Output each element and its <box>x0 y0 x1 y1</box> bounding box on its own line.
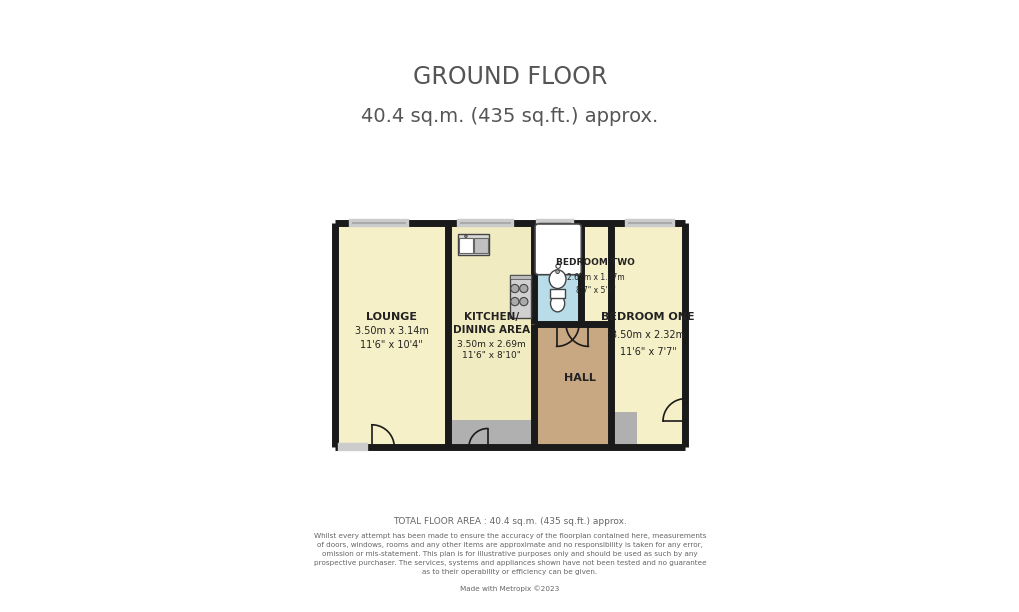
Text: DINING AREA: DINING AREA <box>452 324 530 335</box>
Circle shape <box>511 285 519 293</box>
Bar <box>510 275 530 318</box>
Text: LOUNGE: LOUNGE <box>366 312 417 321</box>
Bar <box>449 225 532 444</box>
Circle shape <box>465 235 467 237</box>
Circle shape <box>555 264 559 269</box>
Bar <box>449 420 532 444</box>
Text: 3.50m x 2.32m: 3.50m x 2.32m <box>610 330 685 340</box>
Text: GROUND FLOOR: GROUND FLOOR <box>413 64 606 89</box>
Ellipse shape <box>548 270 566 288</box>
Circle shape <box>520 297 528 306</box>
FancyBboxPatch shape <box>535 224 581 275</box>
Bar <box>536 225 579 322</box>
Text: HALL: HALL <box>564 373 595 383</box>
Bar <box>473 237 487 253</box>
Text: 11'6" x 8'10": 11'6" x 8'10" <box>462 351 521 360</box>
Text: 3.50m x 3.14m: 3.50m x 3.14m <box>355 326 428 337</box>
Ellipse shape <box>550 295 565 312</box>
Text: 11'6" x 10'4": 11'6" x 10'4" <box>360 340 423 349</box>
Text: KITCHEN/: KITCHEN/ <box>464 312 519 321</box>
Bar <box>459 237 473 253</box>
Bar <box>536 323 608 444</box>
Bar <box>337 225 446 444</box>
Circle shape <box>511 297 519 306</box>
Bar <box>612 225 682 444</box>
Bar <box>549 288 565 298</box>
Text: 8'7" x 5'6": 8'7" x 5'6" <box>576 286 615 295</box>
Text: 40.4 sq.m. (435 sq.ft.) approx.: 40.4 sq.m. (435 sq.ft.) approx. <box>361 106 658 126</box>
Bar <box>612 412 636 444</box>
Circle shape <box>520 285 528 293</box>
Text: 11'6" x 7'7": 11'6" x 7'7" <box>620 347 676 357</box>
Text: 2.62m x 1.67m: 2.62m x 1.67m <box>567 273 624 282</box>
Text: 3.50m x 2.69m: 3.50m x 2.69m <box>457 340 525 349</box>
Text: TOTAL FLOOR AREA : 40.4 sq.m. (435 sq.ft.) approx.: TOTAL FLOOR AREA : 40.4 sq.m. (435 sq.ft… <box>392 517 627 526</box>
Bar <box>582 225 608 322</box>
Circle shape <box>555 270 558 274</box>
Text: BEDROOM ONE: BEDROOM ONE <box>601 312 694 321</box>
Bar <box>510 275 530 279</box>
Text: BEDROOM TWO: BEDROOM TWO <box>556 258 635 267</box>
Text: Whilst every attempt has been made to ensure the accuracy of the floorplan conta: Whilst every attempt has been made to en… <box>314 533 705 575</box>
Text: Made with Metropix ©2023: Made with Metropix ©2023 <box>460 586 559 592</box>
Bar <box>458 234 489 255</box>
